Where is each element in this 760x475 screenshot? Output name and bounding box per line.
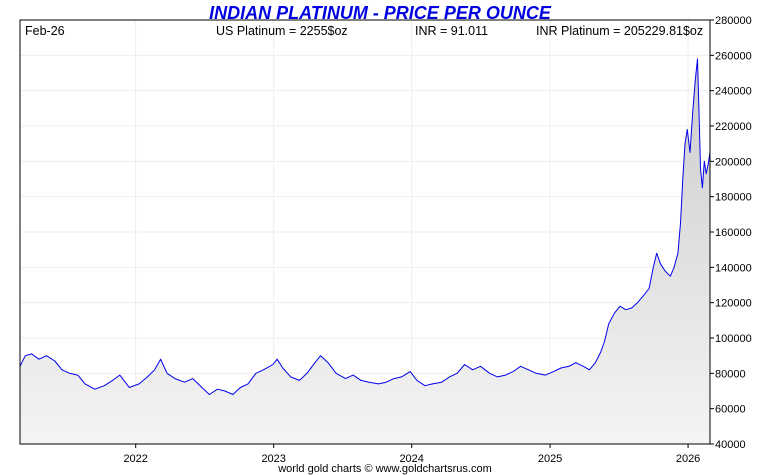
y-tick-label: 200000: [715, 156, 752, 168]
y-tick-label: 240000: [715, 86, 752, 98]
y-axis: 40000 60000 80000 100000 120000 140000 160000 1…: [710, 15, 752, 451]
header-fx-rate: INR = 91.011: [415, 24, 488, 38]
header-us-price: US Platinum = 2255$oz: [216, 24, 348, 38]
y-tick-label: 100000: [715, 333, 752, 345]
y-tick-label: 120000: [715, 298, 752, 310]
series-line: [19, 58, 711, 395]
grid: [20, 19, 710, 445]
y-tick-label: 40000: [715, 439, 746, 451]
chart-title: INDIAN PLATINUM - PRICE PER OUNCE: [209, 3, 552, 23]
y-tick-label: 160000: [715, 227, 752, 239]
y-tick-label: 60000: [715, 404, 746, 416]
y-tick-label: 280000: [715, 15, 752, 27]
y-tick-label: 140000: [715, 262, 752, 274]
footer-credit: world gold charts © www.goldchartsrus.co…: [277, 463, 492, 475]
x-tick-label: 2025: [538, 453, 562, 465]
y-tick-label: 220000: [715, 121, 752, 133]
header-date: Feb-26: [25, 24, 65, 38]
x-tick-label: 2026: [676, 453, 700, 465]
series-group: [19, 58, 711, 445]
x-tick-label: 2024: [399, 453, 423, 465]
series-area: [20, 58, 710, 445]
y-tick-label: 80000: [715, 368, 746, 380]
header-local-price: INR Platinum = 205229.81$oz: [536, 24, 703, 38]
y-tick-label: 260000: [715, 50, 752, 62]
x-tick-label: 2022: [123, 453, 147, 465]
x-tick-label: 2023: [261, 453, 285, 465]
y-tick-label: 180000: [715, 192, 752, 204]
x-axis: 2022 2023 2024 2025 2026: [123, 444, 700, 465]
